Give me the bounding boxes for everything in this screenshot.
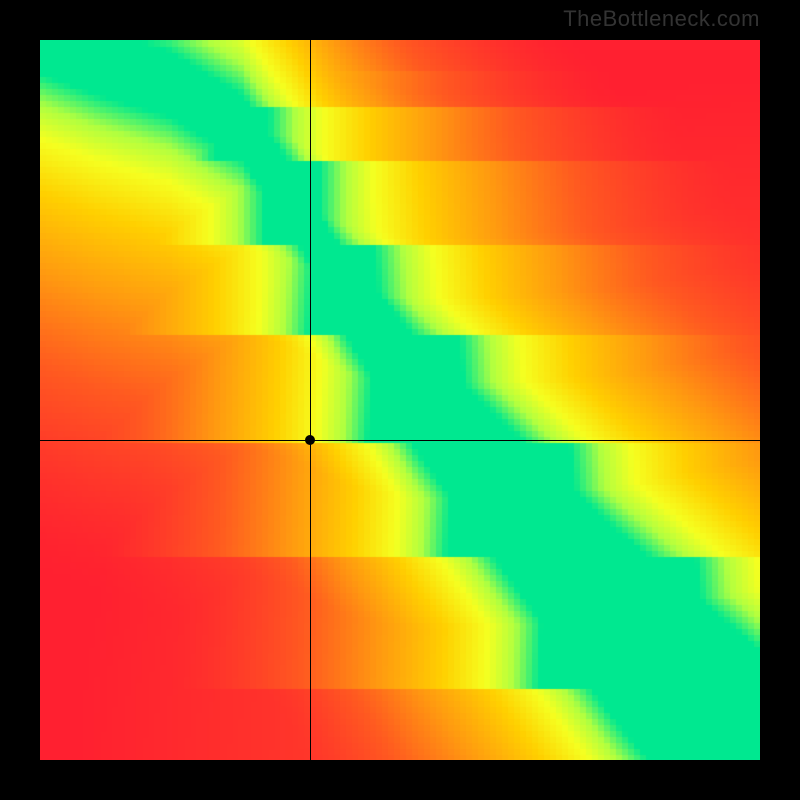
heatmap-plot — [40, 40, 760, 760]
heatmap-canvas — [40, 40, 760, 760]
marker-dot — [305, 435, 315, 445]
crosshair-vertical — [310, 40, 311, 760]
crosshair-horizontal — [40, 440, 760, 441]
watermark-text: TheBottleneck.com — [563, 6, 760, 32]
